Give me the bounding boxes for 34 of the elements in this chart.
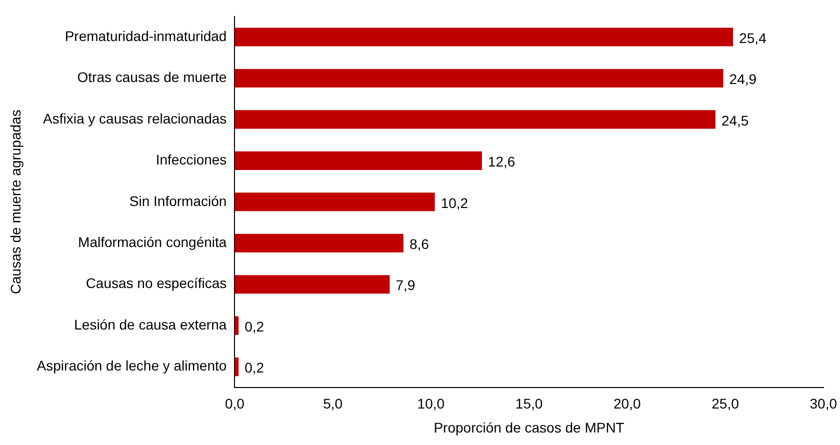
x-tick-label: 25,0	[712, 396, 740, 412]
y-tick-label: Aspiración de leche y alimento	[36, 358, 227, 374]
y-axis-title: Causas de muerte agrupadas	[7, 110, 24, 294]
y-tick-label: Sin Información	[129, 192, 227, 209]
x-tick-label: 5,0	[323, 396, 343, 412]
data-label: 25,4	[739, 30, 767, 46]
bar	[234, 192, 435, 212]
bar	[234, 234, 404, 252]
y-tick-label: Prematuridad-inmaturidad	[64, 28, 227, 44]
data-label: 24,5	[721, 112, 749, 128]
data-label: 8,6	[409, 236, 430, 252]
data-label: 24,9	[729, 71, 757, 88]
data-label: 0,2	[244, 360, 264, 376]
x-tick-label: 0,0	[224, 396, 245, 412]
x-tick-label: 15,0	[515, 396, 543, 412]
y-tick-label: Otras causas de muerte	[77, 69, 227, 86]
bar	[234, 151, 482, 170]
y-tick-label: Causas no específicas	[86, 275, 227, 292]
bar	[234, 110, 716, 129]
bar	[234, 28, 734, 46]
x-tick-label: 30,0	[810, 396, 838, 412]
x-axis-title: Proporción de casos de MPNT	[434, 419, 625, 436]
data-label: 0,2	[244, 318, 264, 334]
bar	[234, 68, 724, 88]
x-tick-label: 10,0	[417, 396, 445, 412]
x-tick-label: 20,0	[614, 396, 641, 412]
data-label: 10,2	[440, 194, 468, 211]
bar	[234, 275, 390, 294]
y-tick-label: Lesión de causa externa	[74, 316, 227, 332]
y-tick-label: Malformación congénita	[78, 234, 227, 250]
data-label: 7,9	[396, 277, 416, 294]
y-tick-label: Asfixia y causas relacionadas	[43, 110, 227, 126]
y-tick-label: Infecciones	[156, 152, 227, 168]
data-label: 12,6	[488, 154, 516, 170]
